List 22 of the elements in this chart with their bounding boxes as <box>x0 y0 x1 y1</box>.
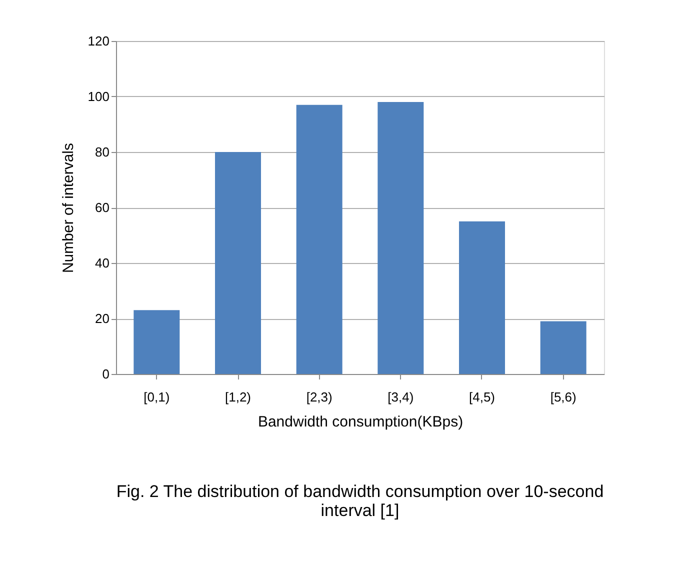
y-tick-label: 100 <box>88 89 110 104</box>
y-tick-label: 40 <box>95 256 110 270</box>
x-tick-label: [5,6) <box>550 390 576 404</box>
y-axis-title: Number of intervals <box>60 142 77 274</box>
bar <box>540 321 586 374</box>
bar <box>296 104 342 374</box>
y-tick-label: 80 <box>95 144 110 160</box>
x-tick-label: [1,2) <box>224 390 252 404</box>
y-tick-label: 60 <box>95 200 110 215</box>
y-tick-label: 0 <box>102 366 110 382</box>
x-tick-label: [2,3) <box>306 390 332 404</box>
x-tick-label: [4,5) <box>468 390 496 404</box>
x-axis-title: Bandwidth consumption(KBps) <box>258 414 464 430</box>
bar <box>378 102 424 374</box>
caption: Fig. 2 The distribution of bandwidth consumption over 10-second interval [1] <box>116 482 604 520</box>
y-tick-label: 20 <box>95 311 110 326</box>
bar <box>215 152 261 374</box>
x-tick-label: [0,1) <box>144 390 170 404</box>
bar <box>459 221 505 374</box>
bar <box>134 310 180 374</box>
x-tick-label: [3,4) <box>388 390 414 404</box>
y-tick-label: 120 <box>88 34 110 48</box>
